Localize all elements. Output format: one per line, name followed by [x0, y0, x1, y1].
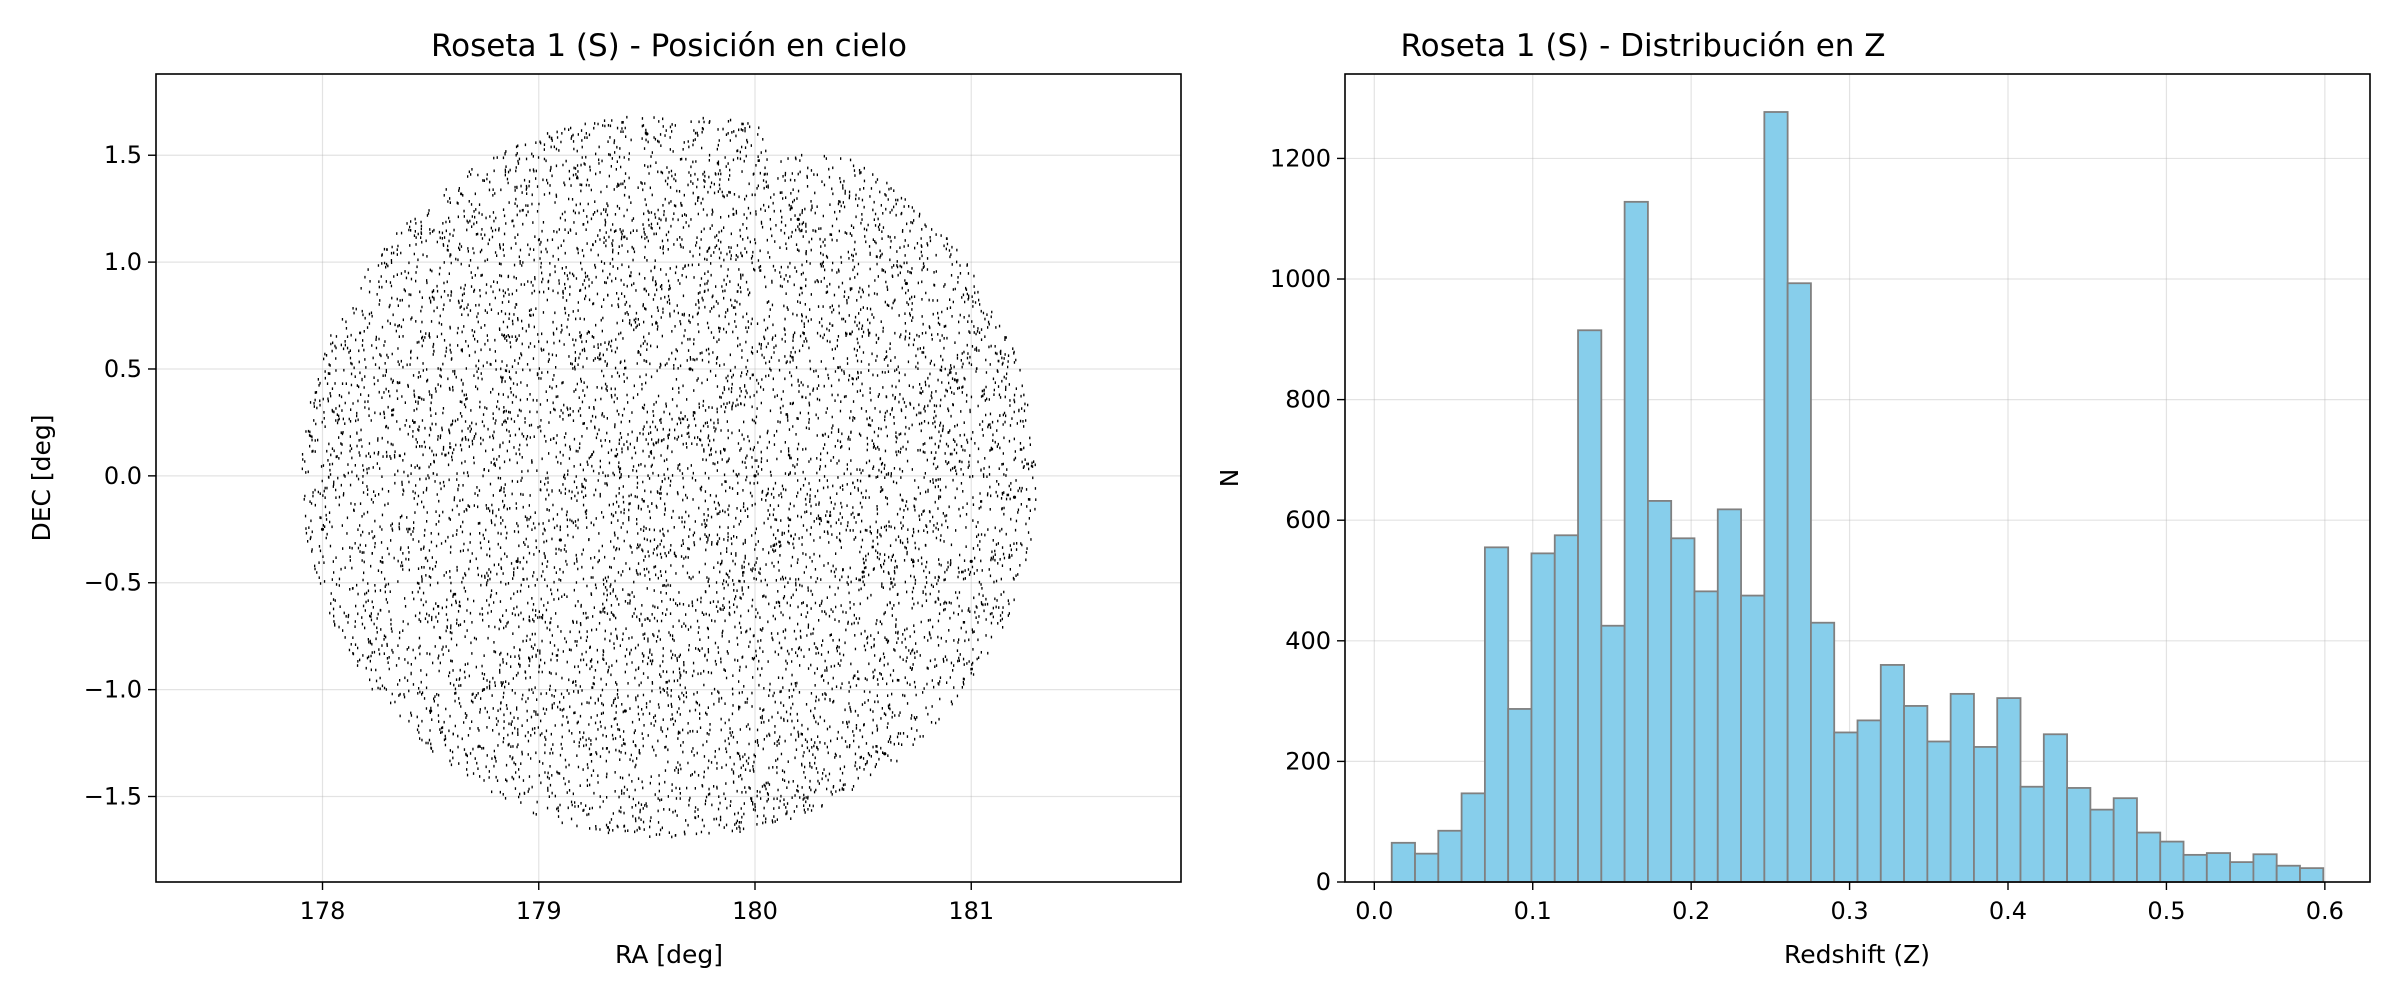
redshift-histogram-bar: [2275, 864, 2301, 883]
redshift-histogram-bar: [1414, 852, 1440, 883]
redshift-histogram-ticks: 0.0 0.1 0.2 0.3 0.4 0.5 0.6 0 200 400 600 800 1000 12…: [1270, 144, 2344, 925]
redshift-histogram-bar: [1763, 111, 1789, 883]
redshift-histogram-bar: [1437, 829, 1463, 883]
redshift-histogram-bar: [1507, 708, 1533, 883]
redshift-histogram-bar: [1623, 200, 1649, 883]
redshift-histogram-bar: [1810, 621, 1836, 883]
sky-position-point-cloud: [301, 115, 1037, 839]
redshift-histogram-bars: [1390, 111, 2325, 883]
sky-position-point: [623, 709, 627, 713]
redshift-histogram-bar: [1740, 594, 1766, 883]
redshift-histogram-bar: [1973, 746, 1999, 883]
redshift-histogram-ytick-label: 400: [1285, 627, 1331, 655]
redshift-histogram-ytick-label: 1200: [1270, 144, 1331, 172]
sky-position-point: [904, 281, 908, 286]
redshift-histogram-ytick-label: 1000: [1270, 265, 1331, 293]
redshift-histogram-bar: [1716, 508, 1742, 883]
sky-position-point: [883, 752, 887, 756]
redshift-histogram-bar: [1577, 329, 1603, 883]
sky-position-frame: [155, 73, 1182, 883]
redshift-histogram-bar: [1600, 624, 1626, 883]
sky-position-ticks: 178 179 180 181 −1.5 −1.0 −0.5 0.0 0.5 1.0 1.5: [84, 141, 994, 925]
sky-position-point: [558, 538, 562, 542]
redshift-histogram-bar: [1949, 692, 1975, 883]
redshift-histogram-bar: [2159, 840, 2185, 883]
sky-position-point: [1012, 495, 1017, 499]
redshift-histogram-title: Roseta 1 (S) - Distribución en Z: [1400, 28, 1885, 64]
redshift-histogram-bar: [1647, 500, 1673, 883]
sky-position-point: [645, 132, 649, 136]
redshift-histogram-bar: [2042, 733, 2068, 883]
redshift-histogram-bar: [2112, 797, 2138, 883]
sky-position-ytick-label: −1.5: [84, 782, 142, 810]
redshift-histogram-bar: [2019, 785, 2045, 883]
redshift-histogram-ytick-label: 800: [1285, 386, 1331, 414]
redshift-histogram-xtick-label: 0.4: [1989, 897, 2027, 925]
redshift-histogram-bar: [1903, 705, 1929, 883]
redshift-histogram-bar: [1670, 537, 1696, 883]
sky-position-point: [796, 217, 800, 221]
sky-position-point: [688, 367, 692, 371]
redshift-histogram-ytick-label: 0: [1316, 868, 1331, 896]
redshift-histogram-bar: [2066, 787, 2092, 883]
sky-position-xtick-label: 178: [300, 897, 346, 925]
redshift-histogram-xtick-label: 0.3: [1830, 897, 1868, 925]
redshift-histogram-bar: [1460, 792, 1486, 883]
sky-position-panel: Roseta 1 (S) - Posición en cielo 178 179 1…: [27, 28, 1182, 969]
redshift-histogram-xtick-label: 0.0: [1355, 897, 1393, 925]
redshift-histogram-bar: [1833, 731, 1859, 883]
sky-position-xlabel: RA [deg]: [615, 940, 723, 969]
redshift-histogram-bar: [2205, 852, 2232, 883]
sky-position-ytick-label: 0.0: [104, 462, 142, 490]
redshift-histogram-xtick-label: 0.6: [2306, 897, 2344, 925]
redshift-histogram-ylabel: N: [1215, 469, 1244, 488]
redshift-histogram-bar: [2299, 867, 2325, 883]
sky-position-grid: [156, 74, 1181, 882]
redshift-histogram-xtick-label: 0.2: [1672, 897, 1710, 925]
redshift-histogram-ytick-label: 600: [1285, 506, 1331, 534]
sky-position-ylabel: DEC [deg]: [27, 414, 56, 541]
sky-position-point: [753, 474, 757, 478]
sky-position-xtick-label: 181: [948, 897, 994, 925]
redshift-histogram-bar: [2229, 861, 2255, 883]
redshift-histogram-bar: [1390, 841, 1416, 883]
sky-position-point: [429, 709, 433, 713]
redshift-histogram-bar: [1693, 590, 1719, 883]
redshift-histogram-bar: [2182, 853, 2208, 883]
redshift-histogram-bar: [1553, 534, 1579, 883]
sky-position-point: [818, 517, 822, 521]
sky-position-ytick-label: −1.0: [84, 676, 142, 704]
sky-position-point: [320, 527, 325, 531]
redshift-histogram-bar: [1483, 546, 1510, 883]
redshift-histogram-bar: [1926, 740, 1952, 883]
sky-position-title: Roseta 1 (S) - Posición en cielo: [431, 28, 907, 64]
sky-position-ytick-label: −0.5: [84, 569, 142, 597]
redshift-histogram-bar: [1786, 282, 1812, 883]
sky-position-ytick-label: 1.5: [104, 141, 142, 169]
redshift-histogram-ytick-label: 200: [1285, 747, 1331, 775]
sky-position-xtick-label: 180: [732, 897, 778, 925]
sky-position-ytick-label: 0.5: [104, 355, 142, 383]
redshift-histogram-bar: [2252, 853, 2278, 883]
redshift-histogram-bar: [1879, 664, 1905, 883]
sky-position-xtick-label: 179: [516, 897, 562, 925]
redshift-histogram-bar: [1530, 552, 1556, 883]
redshift-histogram-frame: [1344, 73, 2371, 883]
redshift-histogram-bar: [2136, 831, 2162, 883]
redshift-histogram-xlabel: Redshift (Z): [1784, 940, 1930, 969]
sky-position-points: [301, 115, 1037, 839]
redshift-histogram-xtick-label: 0.1: [1514, 897, 1552, 925]
redshift-histogram-panel: Roseta 1 (S) - Distribución en Z 0.0 0.1 0…: [1215, 28, 2371, 969]
sky-position-point: [969, 559, 973, 563]
redshift-histogram-bar: [1996, 697, 2022, 883]
sky-position-ytick-label: 1.0: [104, 248, 142, 276]
sky-position-point: [515, 559, 519, 563]
redshift-histogram-bar: [1856, 719, 1882, 883]
sky-position-point: [861, 570, 865, 574]
redshift-histogram-bar: [2089, 808, 2115, 883]
redshift-histogram-xtick-label: 0.5: [2147, 897, 2185, 925]
